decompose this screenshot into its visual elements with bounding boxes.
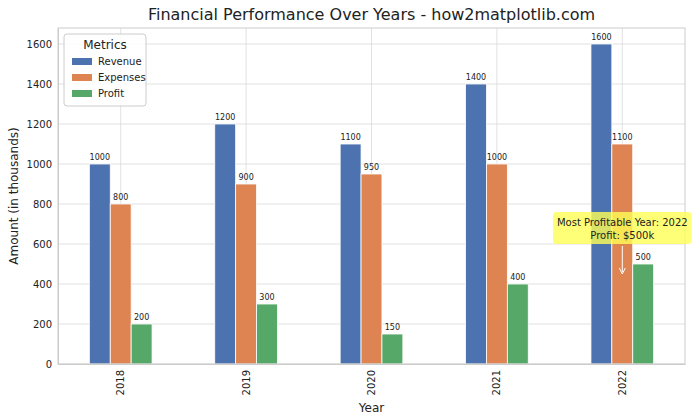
annotation-text: Profit: $500k (590, 230, 654, 241)
data-label: 900 (238, 173, 253, 182)
tick: 2019 (241, 364, 252, 395)
tick-label: 1200 (27, 119, 52, 130)
data-label: 400 (510, 273, 525, 282)
tick-label: 2022 (617, 370, 628, 395)
data-label: 500 (636, 253, 651, 262)
data-label: 1100 (340, 133, 360, 142)
bar (215, 124, 236, 364)
tick: 2021 (491, 364, 502, 395)
data-label: 1200 (215, 113, 235, 122)
bar (361, 174, 382, 364)
data-labels: 1000 1200 1100 1400 1600 800 900 950 1000 1100 200… (90, 33, 651, 332)
bar (131, 324, 152, 364)
bar (89, 164, 110, 364)
legend-label: Profit (98, 88, 124, 99)
tick-label: 2021 (491, 370, 502, 395)
bar (486, 164, 507, 364)
tick: 1600 (27, 39, 58, 50)
axis-line (58, 29, 59, 365)
tick-label: 1600 (27, 39, 52, 50)
tick-label: 1000 (27, 159, 52, 170)
data-label: 1000 (487, 153, 507, 162)
title: Financial Performance Over Years - how2m… (148, 5, 595, 24)
legend-label: Revenue (98, 56, 142, 67)
legend-swatch (72, 90, 92, 97)
annotation-arrowhead (619, 268, 625, 274)
data-label: 950 (364, 163, 379, 172)
bar (382, 334, 403, 364)
tick-label: 800 (33, 199, 52, 210)
annotation: Most Profitable Year: 2022 Profit: $500k (553, 212, 692, 274)
plot: 1000 1200 1100 1400 1600 800 900 950 1000 1100 200… (27, 28, 692, 395)
bar (612, 144, 633, 364)
legend-box (64, 34, 146, 106)
data-label: 1600 (591, 33, 611, 42)
bar (591, 44, 612, 364)
tick-label: 2019 (241, 370, 252, 395)
bar (340, 144, 361, 364)
tick-label: 200 (33, 319, 52, 330)
x-axis: 2018 2019 2020 2021 2022 (59, 364, 686, 395)
tick: 2022 (617, 364, 628, 395)
legend: Metrics Revenue Expenses Profit (64, 34, 146, 106)
data-label: 1000 (90, 153, 110, 162)
plot-frame (58, 28, 685, 364)
legend-swatch (72, 74, 92, 81)
tick-label: 1400 (27, 79, 52, 90)
data-label: 800 (113, 193, 128, 202)
data-label: 200 (134, 313, 149, 322)
bar (257, 304, 278, 364)
grid (58, 28, 685, 364)
bar (507, 284, 528, 364)
tick-label: 2020 (366, 370, 377, 395)
tick: 800 (33, 199, 58, 210)
axis-line (59, 364, 686, 365)
annotation-arrow (622, 246, 623, 272)
x-axis-title: Year (358, 401, 384, 415)
bar (633, 264, 654, 364)
tick: 2020 (366, 364, 377, 395)
legend-label: Expenses (98, 72, 146, 83)
bar (110, 204, 131, 364)
tick: 200 (33, 319, 58, 330)
tick-label: 0 (46, 359, 52, 370)
bars (89, 44, 653, 364)
tick: 600 (33, 239, 58, 250)
data-label: 1400 (466, 73, 486, 82)
bar (466, 84, 487, 364)
tick: 2018 (115, 364, 126, 395)
plot-background (58, 28, 685, 364)
tick: 1200 (27, 119, 58, 130)
tick: 1000 (27, 159, 58, 170)
y-axis-title: Amount (in thousands) (7, 127, 21, 264)
annotation-box (553, 212, 692, 244)
tick: 400 (33, 279, 58, 290)
chart: 1000 1200 1100 1400 1600 800 900 950 1000 1100 200… (0, 0, 700, 420)
legend-title: Metrics (83, 38, 127, 52)
y-axis: 0 200 400 600 800 1000 1200 1400 1600 (27, 29, 59, 370)
bar (236, 184, 257, 364)
data-label: 1100 (612, 133, 632, 142)
data-label: 300 (259, 293, 274, 302)
tick: 1400 (27, 79, 58, 90)
tick-label: 400 (33, 279, 52, 290)
annotation-text: Most Profitable Year: 2022 (557, 217, 688, 228)
legend-swatch (72, 58, 92, 65)
tick-label: 600 (33, 239, 52, 250)
data-label: 150 (385, 323, 400, 332)
tick: 0 (46, 359, 58, 370)
tick-label: 2018 (115, 370, 126, 395)
